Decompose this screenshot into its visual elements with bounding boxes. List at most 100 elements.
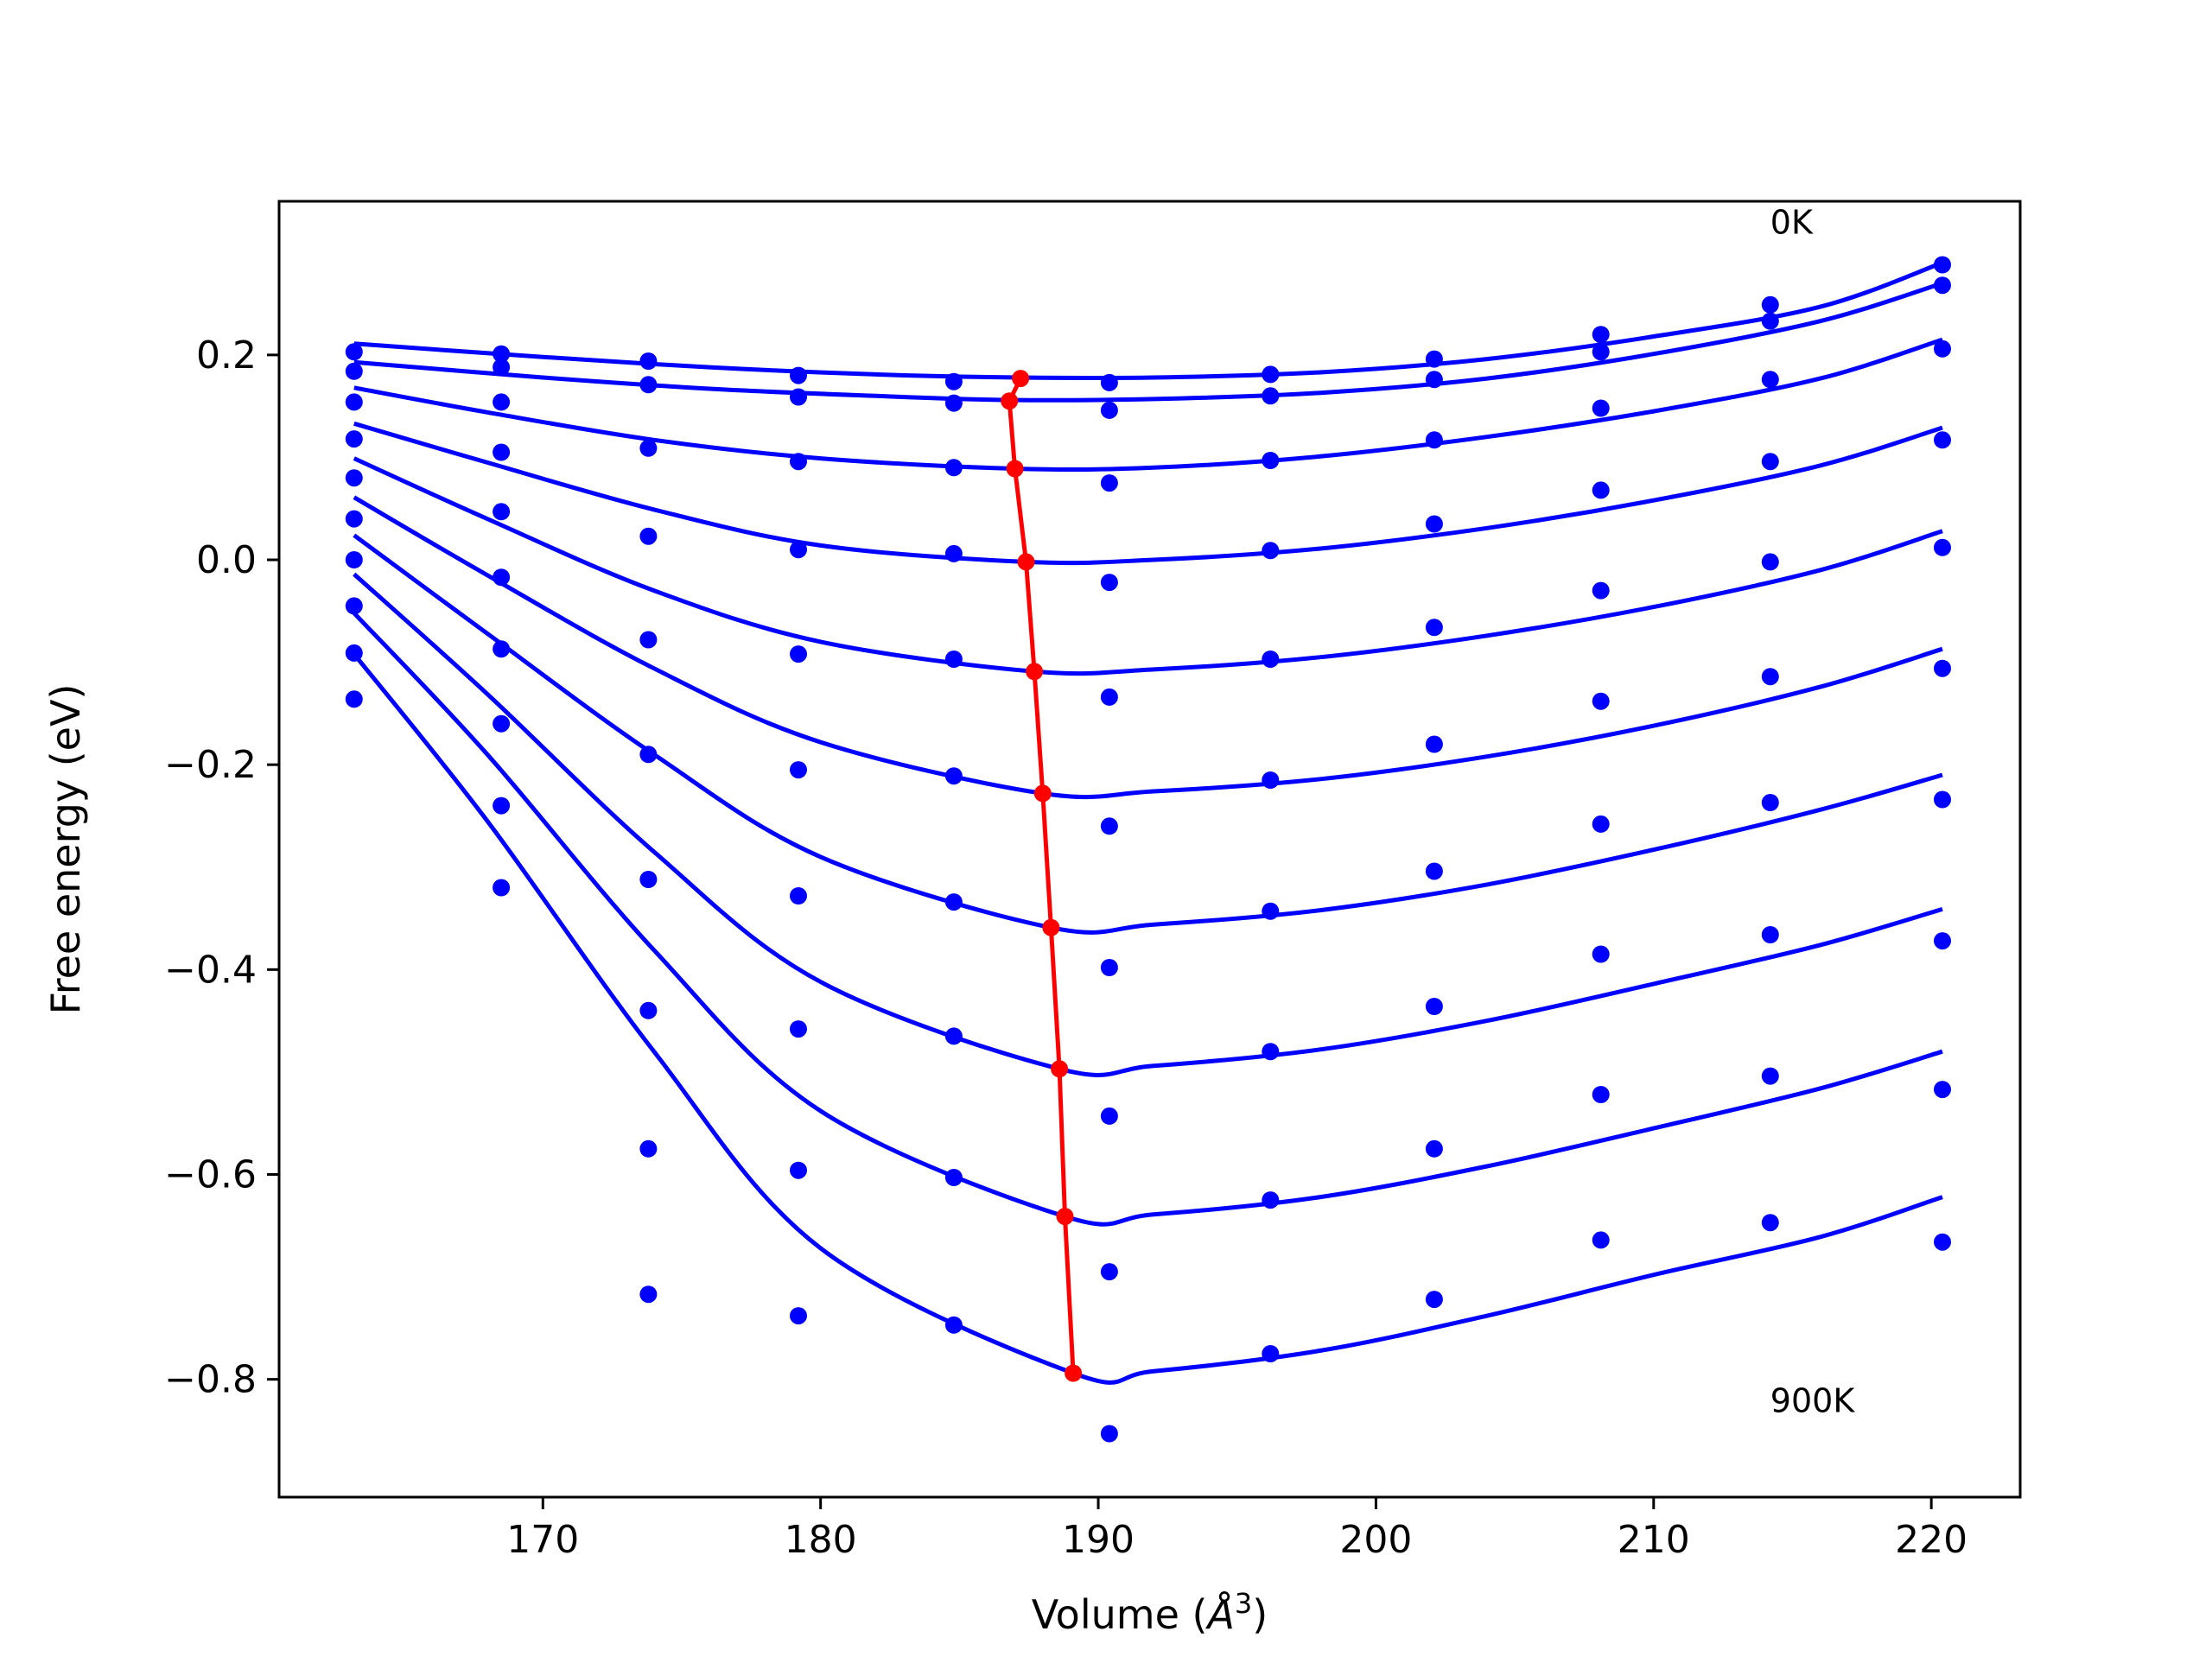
data-point-8-10 bbox=[1934, 1081, 1951, 1099]
data-point-4-2 bbox=[639, 631, 658, 649]
x-axis-label-unit: Å bbox=[1205, 1591, 1234, 1638]
y-tick-label-3: −0.4 bbox=[164, 948, 257, 992]
data-point-5-3 bbox=[790, 761, 807, 779]
fit-line-4 bbox=[353, 456, 1943, 676]
data-point-4-9 bbox=[1761, 553, 1779, 571]
data-point-7-9 bbox=[1761, 926, 1779, 943]
data-point-5-0 bbox=[345, 510, 363, 528]
series-4 bbox=[345, 456, 1951, 706]
data-point-6-7 bbox=[1425, 862, 1443, 880]
data-point-3-6 bbox=[1262, 542, 1280, 560]
plot-frame bbox=[277, 200, 2022, 1499]
data-point-0-4 bbox=[944, 372, 963, 390]
data-point-9-2 bbox=[639, 1285, 658, 1304]
data-point-9-10 bbox=[1934, 1233, 1951, 1251]
data-point-9-6 bbox=[1262, 1345, 1280, 1362]
data-point-7-6 bbox=[1262, 1043, 1280, 1061]
data-point-6-4 bbox=[944, 893, 963, 911]
ticks-layer: 170 180 190 200 210 220 0.2 0.0 −0.2 −0.4 −0.6 −0.8 bbox=[164, 333, 1967, 1562]
data-point-6-1 bbox=[493, 640, 511, 658]
minimum-point-8 bbox=[1056, 1208, 1074, 1226]
data-point-6-9 bbox=[1761, 794, 1779, 811]
y-tick-label-4: −0.6 bbox=[164, 1152, 257, 1196]
data-point-2-1 bbox=[493, 393, 511, 411]
data-point-2-6 bbox=[1262, 452, 1280, 469]
data-point-3-5 bbox=[1100, 574, 1118, 592]
data-point-2-5 bbox=[1100, 474, 1118, 492]
data-point-0-9 bbox=[1761, 295, 1779, 314]
data-point-7-7 bbox=[1425, 998, 1443, 1015]
data-point-9-4 bbox=[944, 1316, 963, 1334]
data-point-8-3 bbox=[790, 1161, 807, 1179]
series-layer bbox=[345, 256, 1951, 1443]
x-tick-label-1: 180 bbox=[785, 1518, 857, 1562]
y-tick-label-0: 0.2 bbox=[196, 333, 257, 378]
data-point-1-9 bbox=[1761, 312, 1779, 330]
data-point-4-6 bbox=[1262, 651, 1280, 668]
minimum-point-5 bbox=[1033, 784, 1052, 803]
fit-line-2 bbox=[353, 337, 1943, 473]
data-point-1-2 bbox=[639, 376, 658, 394]
fit-line-8 bbox=[352, 611, 1943, 1227]
series-6 bbox=[345, 533, 1951, 976]
data-point-4-5 bbox=[1100, 688, 1118, 706]
data-point-9-8 bbox=[1592, 1231, 1610, 1249]
fit-line-3 bbox=[353, 421, 1943, 566]
data-point-7-3 bbox=[790, 1020, 807, 1038]
data-point-4-4 bbox=[944, 651, 963, 668]
data-point-8-1 bbox=[493, 797, 511, 815]
data-point-9-3 bbox=[790, 1307, 807, 1325]
annotation-layer: 0K 900K bbox=[1770, 204, 1856, 1420]
x-tick-label-5: 220 bbox=[1895, 1518, 1967, 1562]
minimum-layer bbox=[1001, 370, 1083, 1382]
x-axis-label-suffix: ) bbox=[1252, 1591, 1268, 1638]
data-point-1-8 bbox=[1592, 343, 1610, 361]
series-2 bbox=[345, 337, 1951, 492]
data-point-0-0 bbox=[345, 343, 363, 361]
data-point-3-3 bbox=[790, 541, 807, 559]
data-point-6-10 bbox=[1934, 790, 1951, 809]
fit-line-7 bbox=[353, 572, 1943, 1077]
data-point-3-0 bbox=[345, 430, 363, 448]
x-tick-label-4: 210 bbox=[1618, 1518, 1690, 1562]
data-point-3-4 bbox=[944, 544, 963, 562]
minimum-point-9 bbox=[1065, 1364, 1083, 1382]
data-point-8-9 bbox=[1761, 1067, 1779, 1085]
data-point-0-7 bbox=[1425, 350, 1443, 368]
fit-line-6 bbox=[353, 533, 1943, 935]
data-point-4-3 bbox=[790, 645, 807, 663]
data-point-7-8 bbox=[1592, 945, 1610, 963]
data-point-1-3 bbox=[790, 388, 807, 406]
series-9 bbox=[345, 652, 1951, 1443]
data-point-7-4 bbox=[944, 1027, 963, 1045]
data-point-6-3 bbox=[790, 887, 807, 904]
data-point-9-1 bbox=[493, 879, 511, 897]
data-point-2-3 bbox=[790, 453, 807, 471]
data-point-0-2 bbox=[639, 352, 658, 370]
data-point-4-7 bbox=[1425, 619, 1443, 637]
data-point-9-5 bbox=[1100, 1425, 1118, 1443]
data-point-5-1 bbox=[493, 568, 511, 587]
series-7 bbox=[345, 572, 1951, 1125]
minimum-point-1 bbox=[1001, 392, 1019, 410]
x-axis-label-power: 3 bbox=[1235, 1587, 1252, 1620]
data-point-4-10 bbox=[1934, 538, 1951, 556]
data-point-1-7 bbox=[1425, 371, 1443, 389]
data-point-2-4 bbox=[944, 459, 963, 477]
data-point-1-10 bbox=[1934, 276, 1951, 295]
data-point-3-2 bbox=[639, 527, 658, 545]
data-point-7-1 bbox=[493, 714, 511, 733]
data-point-5-8 bbox=[1592, 692, 1610, 710]
data-point-0-1 bbox=[493, 345, 511, 363]
fit-line-5 bbox=[353, 495, 1943, 800]
data-point-8-2 bbox=[639, 1139, 658, 1158]
data-point-3-1 bbox=[493, 443, 511, 461]
data-point-2-8 bbox=[1592, 399, 1610, 417]
data-point-2-7 bbox=[1425, 431, 1443, 449]
data-point-9-0 bbox=[345, 690, 363, 708]
data-point-4-8 bbox=[1592, 581, 1610, 600]
y-tick-label-1: 0.0 bbox=[196, 538, 257, 582]
data-point-8-4 bbox=[944, 1169, 963, 1186]
minimum-point-6 bbox=[1042, 918, 1060, 936]
